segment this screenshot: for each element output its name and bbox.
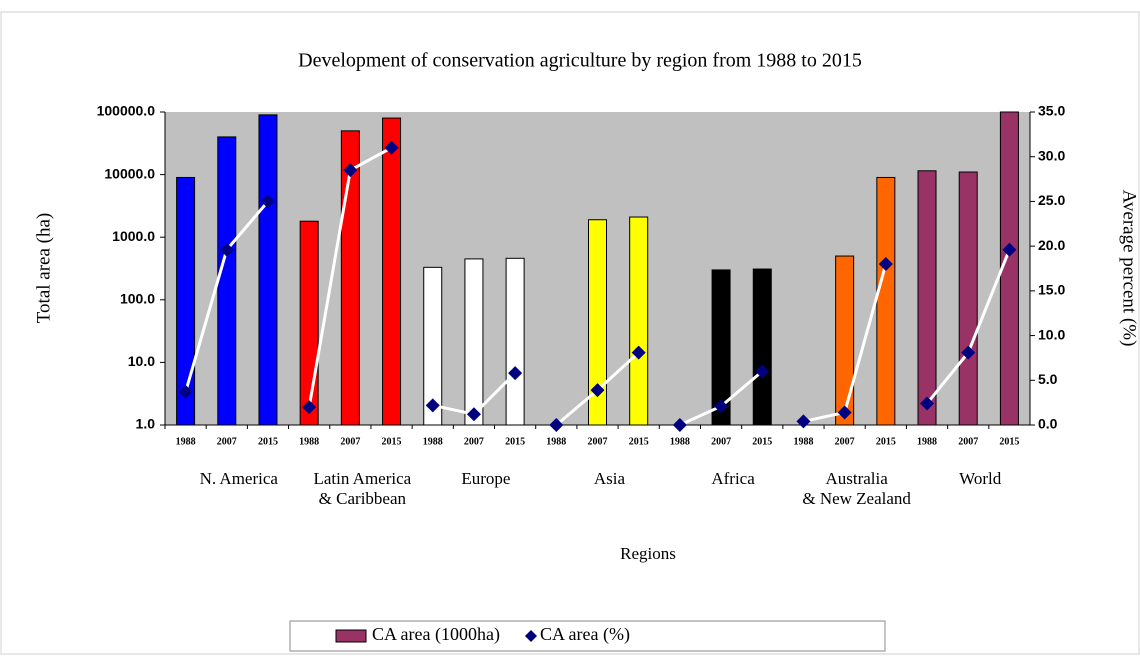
x-tick-label: 2007 xyxy=(711,436,731,447)
bar xyxy=(423,266,443,426)
x-tick-label: 2007 xyxy=(958,436,978,447)
x-tick-label: 1988 xyxy=(423,436,443,447)
percent-marker xyxy=(302,400,317,415)
x-tick-label: 2015 xyxy=(629,436,649,447)
percent-marker xyxy=(219,242,234,257)
legend-marker xyxy=(525,630,537,642)
y-tick-label: 1.0 xyxy=(136,416,156,432)
bar xyxy=(299,220,319,426)
x-tick-label: 1988 xyxy=(793,436,813,447)
percent-marker xyxy=(920,396,935,411)
percent-marker xyxy=(961,345,976,360)
region-label: Latin America xyxy=(313,469,411,488)
region-label: Australia xyxy=(825,469,888,488)
bar xyxy=(711,269,731,426)
x-tick-label: 2007 xyxy=(464,436,484,447)
chart-title: Development of conservation agriculture … xyxy=(298,50,862,72)
x-tick-label: 1988 xyxy=(546,436,566,447)
y-tick-label: 100000.0 xyxy=(97,103,156,119)
y-tick-label: 1000.0 xyxy=(112,228,155,244)
y2-tick-label: 10.0 xyxy=(1038,326,1065,342)
x-tick-label: 2015 xyxy=(999,436,1019,447)
bar xyxy=(258,114,278,426)
percent-marker xyxy=(837,405,852,420)
x-tick-label: 1988 xyxy=(299,436,319,447)
x-tick-label: 2015 xyxy=(505,436,525,447)
y2-tick-label: 5.0 xyxy=(1038,371,1058,387)
y-tick-label: 10.0 xyxy=(128,353,155,369)
percent-marker xyxy=(631,345,646,360)
y2-tick-label: 35.0 xyxy=(1038,103,1065,119)
bar xyxy=(382,117,402,426)
percent-marker xyxy=(384,140,399,155)
bar xyxy=(176,176,196,426)
x-tick-label: 1988 xyxy=(917,436,937,447)
x-tick-label: 2015 xyxy=(258,436,278,447)
percent-marker xyxy=(549,418,564,432)
x-tick-label: 2015 xyxy=(752,436,772,447)
region-label: Europe xyxy=(461,469,510,488)
bar xyxy=(752,268,772,426)
percent-marker xyxy=(755,364,770,379)
bar xyxy=(958,171,978,426)
percent-marker xyxy=(425,398,440,413)
x-tick-label: 2007 xyxy=(588,436,608,447)
region-label: & Caribbean xyxy=(319,489,407,508)
region-label: World xyxy=(959,469,1002,488)
bar xyxy=(464,258,484,426)
percent-marker xyxy=(1002,242,1017,257)
y-tick-label: 100.0 xyxy=(120,291,155,307)
percent-marker xyxy=(178,384,193,399)
region-label: N. America xyxy=(200,469,279,488)
x-tick-label: 1988 xyxy=(176,436,196,447)
legend-box xyxy=(289,620,886,652)
y2-tick-label: 0.0 xyxy=(1038,416,1058,432)
y2-tick-label: 30.0 xyxy=(1038,147,1065,163)
percent-marker xyxy=(672,418,687,432)
y2-axis-title: Average percent (%) xyxy=(1119,190,1140,347)
x-tick-label: 2015 xyxy=(876,436,896,447)
y2-tick-label: 25.0 xyxy=(1038,192,1065,208)
y-axis-title: Total area (ha) xyxy=(33,213,54,323)
legend-label: CA area (1000ha) xyxy=(372,624,500,645)
bar xyxy=(217,136,237,426)
region-label: Africa xyxy=(711,469,755,488)
region-label: & New Zealand xyxy=(802,489,911,508)
x-tick-label: 2015 xyxy=(382,436,402,447)
legend-label: CA area (%) xyxy=(540,624,630,645)
percent-marker xyxy=(878,257,893,272)
percent-marker xyxy=(590,383,605,398)
y2-tick-label: 15.0 xyxy=(1038,282,1065,298)
bar xyxy=(835,255,855,426)
x-tick-label: 2007 xyxy=(835,436,855,447)
percent-marker xyxy=(796,414,811,429)
x-tick-label: 2007 xyxy=(217,436,237,447)
bar xyxy=(876,176,896,426)
percent-marker xyxy=(260,194,275,209)
legend-swatch xyxy=(335,629,367,643)
percent-marker xyxy=(343,163,358,178)
x-axis-title: Regions xyxy=(620,544,676,563)
percent-marker xyxy=(466,407,481,422)
bar xyxy=(505,257,525,426)
bar xyxy=(588,219,607,426)
percent-marker xyxy=(714,399,729,414)
y2-tick-label: 20.0 xyxy=(1038,237,1065,253)
bar xyxy=(629,216,649,426)
percent-marker xyxy=(508,366,523,381)
x-tick-label: 2007 xyxy=(340,436,360,447)
bar xyxy=(917,170,937,426)
y-tick-label: 10000.0 xyxy=(104,165,155,181)
x-tick-label: 1988 xyxy=(670,436,690,447)
region-label: Asia xyxy=(594,469,626,488)
